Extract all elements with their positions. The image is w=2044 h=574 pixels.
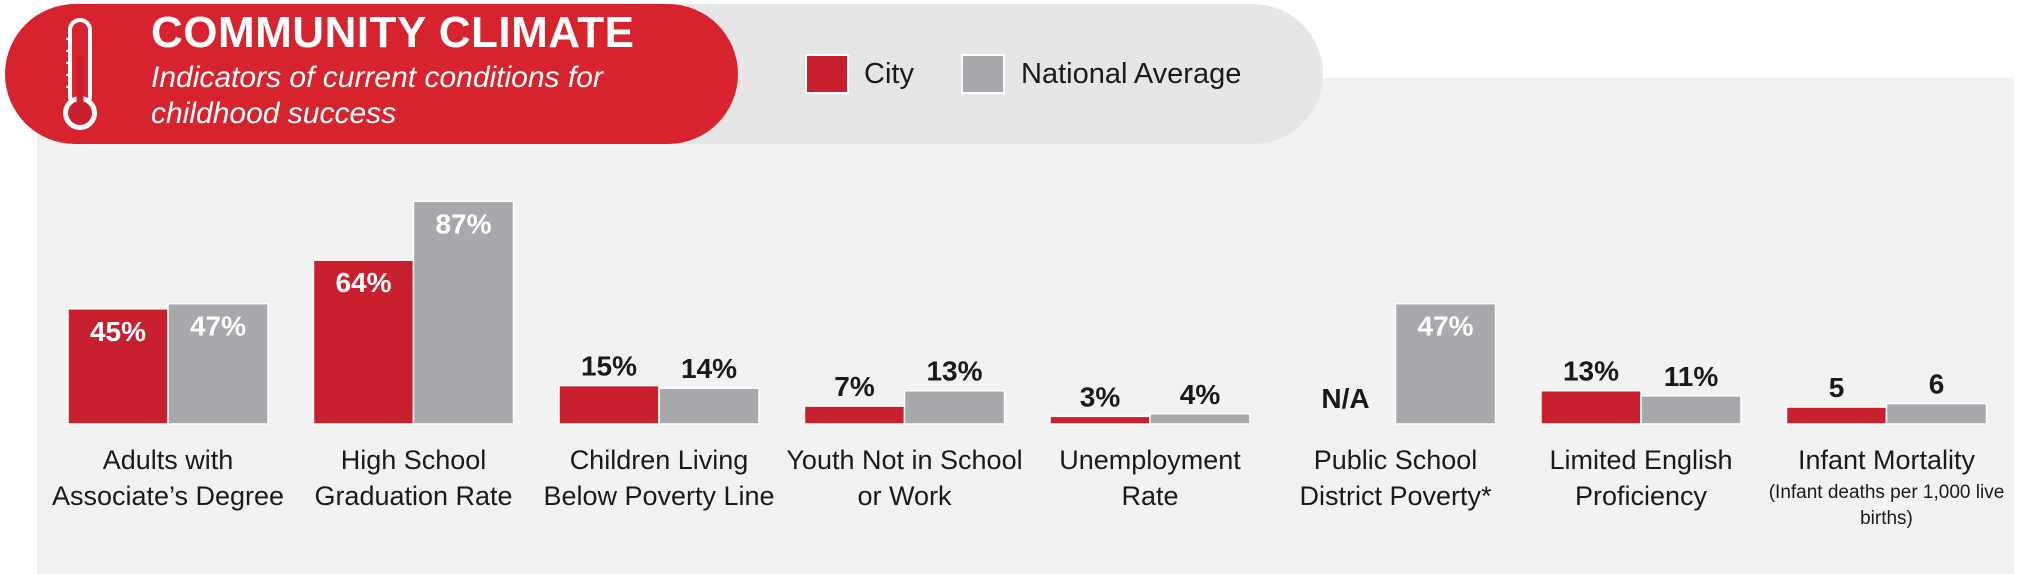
category-label-infant-mortality: Infant Mortality (Infant deaths per 1,000… <box>1767 442 2007 532</box>
category-label-text: Youth Not in School or Work <box>786 445 1023 511</box>
data-label-national-average-high-school-graduation-rate: 87% <box>435 208 491 239</box>
bar-national-average-infant-mortality <box>1885 402 1988 425</box>
title-banner <box>5 4 738 144</box>
category-label-youth-not-in-school-or-work: Youth Not in School or Work <box>785 442 1025 514</box>
category-label-text: Limited English Proficiency <box>1549 445 1733 511</box>
data-label-city-unemployment-rate: 3% <box>1080 381 1121 412</box>
data-label-city-public-school-district-poverty: N/A <box>1321 383 1369 414</box>
legend-label-national-average: National Average <box>1021 58 1242 90</box>
bar-city-high-school-graduation-rate <box>312 259 415 425</box>
category-label-limited-english-proficiency: Limited English Proficiency <box>1521 442 1761 514</box>
bar-national-average-children-living-below-poverty-line <box>658 387 760 425</box>
category-label-text: Unemployment Rate <box>1059 445 1241 511</box>
category-label-text: Infant Mortality <box>1797 445 1976 475</box>
data-label-national-average-youth-not-in-school-or-work: 13% <box>926 356 982 387</box>
bar-national-average-limited-english-proficiency <box>1640 395 1742 425</box>
bar-city-infant-mortality <box>1785 406 1888 425</box>
chart-title: COMMUNITY CLIMATE <box>151 8 635 57</box>
data-label-city-high-school-graduation-rate: 64% <box>335 267 391 298</box>
category-label-text: High School Graduation Rate <box>314 445 513 511</box>
bar-national-average-high-school-graduation-rate <box>412 200 515 425</box>
chart-subtitle: Indicators of current conditions for chi… <box>151 61 603 130</box>
category-label-children-living-below-poverty-line: Children Living Below Poverty Line <box>539 442 779 514</box>
data-label-city-adults-with-associate-s-degree: 45% <box>90 316 146 347</box>
bar-city-youth-not-in-school-or-work <box>803 405 906 425</box>
category-label-text: Children Living Below Poverty Line <box>543 445 775 511</box>
bar-city-unemployment-rate <box>1049 415 1151 425</box>
bar-city-children-living-below-poverty-line <box>558 384 660 425</box>
data-label-national-average-public-school-district-poverty: 47% <box>1417 311 1473 342</box>
data-label-national-average-children-living-below-poverty-line: 14% <box>681 353 737 384</box>
data-label-city-children-living-below-poverty-line: 15% <box>581 351 637 382</box>
legend-label-city: City <box>864 58 914 90</box>
bar-national-average-unemployment-rate <box>1149 413 1251 425</box>
data-label-city-limited-english-proficiency: 13% <box>1563 356 1619 387</box>
bar-national-average-adults-with-associate-s-degree <box>167 302 269 425</box>
legend-swatch-city <box>805 54 849 94</box>
category-label-high-school-graduation-rate: High School Graduation Rate <box>294 442 534 514</box>
category-label-text: Adults with Associate’s Degree <box>51 445 285 511</box>
bar-national-average-youth-not-in-school-or-work <box>903 389 1006 425</box>
category-label-public-school-district-poverty: Public School District Poverty* <box>1276 442 1516 514</box>
bar-city-adults-with-associate-s-degree <box>67 308 169 425</box>
category-note: (Infant deaths per 1,000 live births) <box>1768 482 2005 529</box>
category-label-text: Public School District Poverty* <box>1299 445 1492 511</box>
data-label-city-infant-mortality: 5 <box>1829 372 1845 403</box>
thermometer-icon <box>63 18 97 130</box>
category-label-unemployment-rate: Unemployment Rate <box>1030 442 1270 514</box>
legend-swatch-national-average <box>961 54 1005 94</box>
bar-national-average-public-school-district-poverty <box>1394 302 1497 425</box>
category-label-adults-with-associate-s-degree: Adults with Associate’s Degree <box>48 442 288 514</box>
data-label-national-average-limited-english-proficiency: 11% <box>1664 361 1719 392</box>
data-label-national-average-adults-with-associate-s-degree: 47% <box>190 311 246 342</box>
data-label-national-average-unemployment-rate: 4% <box>1180 379 1221 410</box>
data-label-national-average-infant-mortality: 6 <box>1929 369 1945 400</box>
bar-city-limited-english-proficiency <box>1540 389 1642 425</box>
data-label-city-youth-not-in-school-or-work: 7% <box>834 371 875 402</box>
